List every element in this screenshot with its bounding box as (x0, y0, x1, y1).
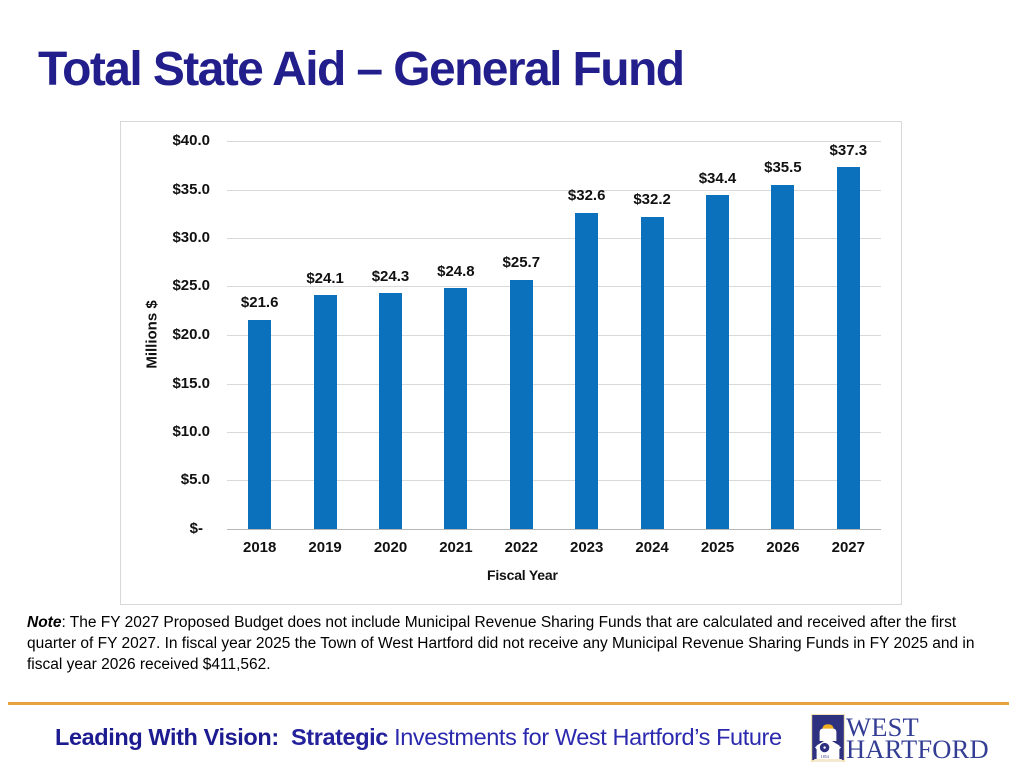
svg-text:1854: 1854 (821, 754, 829, 759)
